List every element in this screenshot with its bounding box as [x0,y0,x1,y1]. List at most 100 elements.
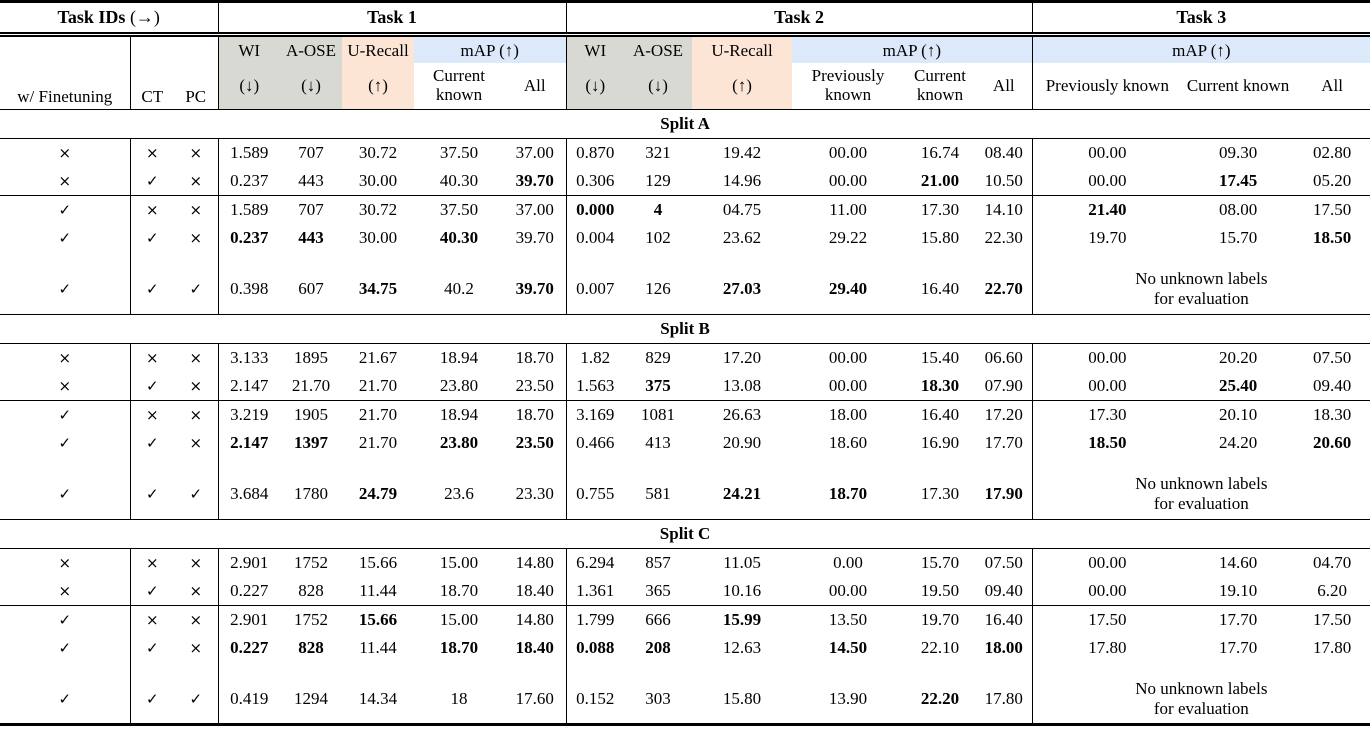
value-cell: 00.00 [828,375,868,395]
spacer-row [0,456,1370,470]
value-cell: 39.70 [515,228,554,248]
check-mark: ✓ [58,280,72,299]
cross-mark: × [189,144,203,163]
check-mark: ✓ [58,433,72,452]
flag-cell: × [174,429,218,457]
check-mark: ✓ [58,485,72,504]
value-cell: 15.70 [1218,228,1258,248]
value-cell: 14.50 [828,637,868,657]
spacer-cell [280,662,342,675]
flag-cell: × [129,399,174,429]
flag-cell: × [0,577,130,606]
value-cell: 30.00 [358,228,398,248]
spacer-cell [1294,252,1370,265]
flag-cell: × [0,167,130,196]
check-mark: ✓ [189,485,203,504]
value-cell: 00.00 [1031,167,1183,196]
value-cell: 14.80 [504,604,567,634]
value-cell: 17.70 [1182,604,1295,634]
note-line: No unknown labels [1135,473,1268,493]
value-cell: 15.00 [439,552,479,572]
flag-cell: × [174,548,218,577]
task-ids-header: Task IDs (→) [0,1,218,37]
value-cell: 18.70 [439,637,479,657]
value-cell: 365 [645,580,671,600]
value-cell: 23.80 [439,432,479,452]
spacer-cell [414,662,504,675]
value-cell: 375 [645,375,671,395]
flag-cell: ✓ [0,470,130,519]
cross-mark: × [189,581,203,600]
spacer-cell [414,252,504,265]
spacer-cell [976,457,1032,470]
value-cell: 0.000 [565,195,625,225]
value-cell: 30.72 [342,195,414,225]
value-cell: 607 [298,279,324,299]
check-mark: ✓ [145,690,159,709]
value-cell: 13.50 [792,604,905,634]
value-cell: 22.10 [920,637,960,657]
value-cell: 14.80 [515,552,554,572]
spacer-cell [1294,662,1370,675]
metric-header-row: w/ Finetuning CT PC WI A-OSE U-Recall mA… [0,34,1370,110]
cross-mark: × [189,376,203,395]
value-cell: 129 [645,171,671,191]
value-cell: 321 [645,143,671,163]
value-cell: 21.40 [1031,195,1183,225]
value-cell: 22.30 [984,228,1023,248]
table-row: × × × 3.133 1895 21.67 18.94 18.70 1.82 829 17.20 0… [0,343,1370,372]
t2-aose-arrow: (↓) [624,63,693,110]
flag-cell: ✓ [129,674,174,725]
flag-cell: × [174,372,218,401]
value-cell: 0.004 [565,224,625,253]
value-cell: 0.007 [565,265,625,315]
spacer-cell [1031,661,1183,675]
value-cell: 0.237 [217,224,280,253]
table-row: × ✓ × 2.147 21.70 21.70 23.80 23.50 1.563 375 13.0… [0,371,1370,401]
value-cell: 17.50 [1031,604,1183,634]
spacer-cell [342,252,414,265]
value-cell: 12.63 [722,637,762,657]
spacer-cell [0,457,130,470]
flag-cell: ✓ [129,371,174,401]
value-cell: 37.50 [439,143,479,163]
spacer-cell [129,252,174,266]
cross-mark: × [58,172,72,191]
value-cell: 17.70 [1218,637,1258,657]
value-cell: 14.60 [1218,552,1258,572]
spacer-cell [1031,252,1183,266]
value-cell: 07.50 [1312,347,1352,367]
value-cell: 39.70 [515,171,554,191]
value-cell: 1.589 [217,138,280,168]
spacer-row [0,661,1370,675]
value-cell: 04.70 [1312,552,1352,572]
cross-mark: × [145,553,159,572]
value-cell: 16.90 [920,432,960,452]
t1-all-header: All [523,75,546,95]
value-cell: 6.294 [565,548,625,577]
value-cell: 15.00 [414,604,504,634]
spacer-cell [565,456,625,470]
flag-cell: × [129,138,174,168]
flag-cell: × [0,139,130,168]
t1-wi-arrow: (↓) [217,63,280,110]
value-cell: 19.42 [722,143,762,163]
check-mark: ✓ [58,201,72,220]
check-mark: ✓ [58,405,72,424]
value-cell: 17.60 [515,689,554,709]
value-cell: 0.419 [217,674,280,725]
spacer-cell [504,662,566,675]
value-cell: 17.20 [722,347,762,367]
table-row: ✓ × × 1.589 707 30.72 37.50 37.00 0.000 4 04.75 11.… [0,195,1370,225]
value-cell: 0.00 [833,552,863,572]
check-mark: ✓ [145,581,159,600]
value-cell: 1.799 [565,604,625,634]
cross-mark: × [189,433,203,452]
right-arrow-label: (→) [129,7,160,27]
value-cell: 16.40 [920,279,960,299]
check-mark: ✓ [145,433,159,452]
value-cell: 18.30 [1294,399,1370,429]
value-cell: 17.30 [920,484,960,504]
check-mark: ✓ [145,280,159,299]
value-cell: 00.00 [828,143,868,163]
